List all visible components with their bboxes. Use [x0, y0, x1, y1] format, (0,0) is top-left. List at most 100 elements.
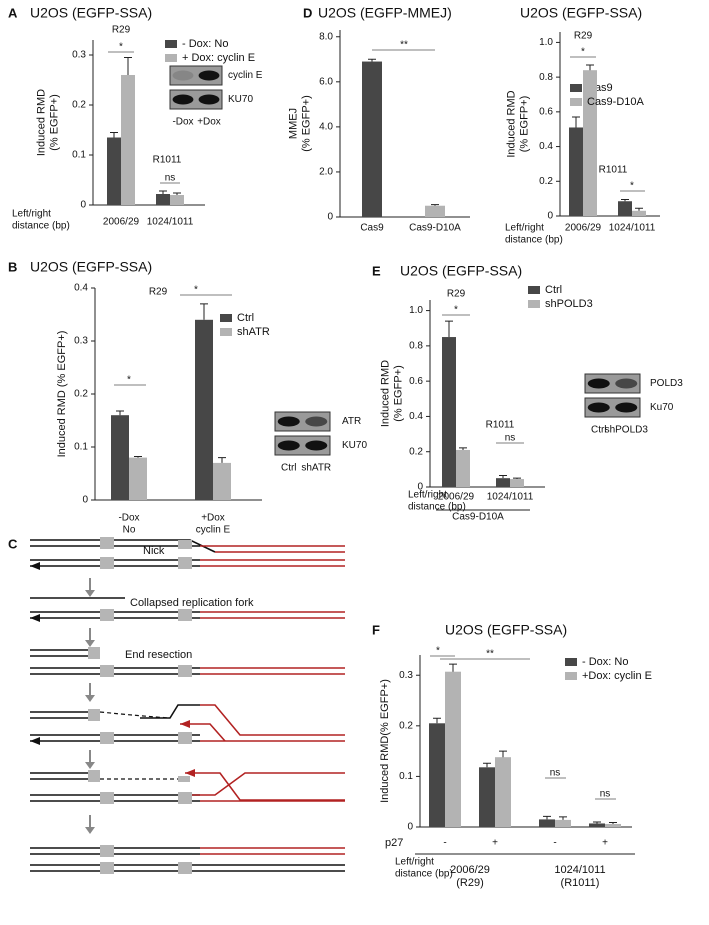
- bar: [539, 819, 555, 827]
- blot-band: [172, 70, 194, 81]
- legend-swatch: [220, 328, 232, 336]
- y-tick-label: 0.2: [74, 389, 88, 400]
- legend-label: shATR: [237, 326, 270, 338]
- annotation: R1011: [153, 155, 182, 166]
- blot-label: Ku70: [650, 402, 674, 413]
- x-axis-label: distance (bp): [505, 235, 563, 246]
- panel-letter: C: [8, 536, 18, 551]
- x-tick-label: +Dox: [201, 513, 225, 524]
- bar: [605, 823, 621, 827]
- chart-title: U2OS (EGFP-SSA): [400, 263, 522, 279]
- legend-swatch: [565, 672, 577, 680]
- annotation: ns: [600, 789, 611, 800]
- y-tick-label: 1.0: [409, 305, 423, 316]
- red-strands: [180, 545, 345, 855]
- repeat-boxes: [88, 537, 192, 874]
- annotation: *: [630, 181, 634, 192]
- y-tick-label: 4.0: [319, 122, 333, 133]
- y-tick-label: 0.1: [399, 771, 413, 782]
- blot-band: [587, 402, 610, 413]
- error-bar: [513, 477, 521, 480]
- bar: [569, 127, 583, 216]
- x-tick-label: -Dox: [118, 513, 139, 524]
- blot-label: cyclin E: [228, 70, 263, 81]
- footnote: Cas9-D10A: [452, 512, 504, 523]
- x-tick-label: -: [553, 838, 556, 849]
- blot-band: [615, 402, 638, 413]
- bar: [121, 75, 135, 205]
- error-bar: [159, 190, 167, 194]
- blot-label: ATR: [342, 416, 361, 427]
- legend-label: Cas9-D10A: [587, 96, 645, 108]
- annotation: *: [119, 42, 123, 53]
- group-sublabel: (R29): [456, 877, 484, 889]
- error-bar: [543, 815, 551, 820]
- annotation: *: [454, 305, 458, 316]
- x-axis-label: Left/right: [12, 209, 51, 220]
- group-label: 2006/29: [450, 864, 490, 876]
- y-axis-label: (% EGFP+): [392, 365, 404, 422]
- bar: [618, 201, 632, 216]
- error-bar: [200, 303, 208, 320]
- y-tick-label: 0.1: [72, 150, 86, 161]
- x-axis-label: distance (bp): [395, 869, 453, 880]
- error-bar: [635, 207, 643, 211]
- y-tick-label: 0.4: [539, 141, 553, 152]
- legend-swatch: [570, 98, 582, 106]
- y-tick-label: 0.6: [539, 106, 553, 117]
- error-bar: [218, 457, 226, 463]
- bar: [213, 462, 231, 500]
- x-tick-label: 2006/29: [103, 217, 140, 228]
- y-axis-label: (% EGFP+): [300, 95, 312, 152]
- annotation: R29: [574, 31, 593, 42]
- error-bar: [124, 57, 132, 75]
- y-tick-label: 0.2: [72, 100, 86, 111]
- y-tick-label: 0.2: [539, 176, 553, 187]
- x-axis-label: Left/right: [395, 857, 434, 868]
- y-tick-label: 0.2: [409, 446, 423, 457]
- x-tick-label: +: [602, 838, 608, 849]
- error-bar: [483, 762, 491, 768]
- bar: [555, 819, 571, 827]
- y-tick-label: 6.0: [319, 76, 333, 87]
- legend-swatch: [165, 40, 177, 48]
- legend-label: +Dox: cyclin E: [582, 670, 652, 682]
- error-bar: [431, 204, 439, 206]
- step-label: Collapsed replication fork: [130, 597, 254, 609]
- x-axis-label: distance (bp): [12, 221, 70, 232]
- annotation: *: [581, 47, 585, 58]
- panel-letter: F: [372, 622, 380, 637]
- blot-label: POLD3: [650, 378, 683, 389]
- y-axis-label: Induced RMD: [379, 360, 391, 427]
- legend-label: Ctrl: [545, 284, 562, 296]
- error-bar: [449, 663, 457, 672]
- blot-lane-label: -Dox: [172, 117, 193, 128]
- bar: [170, 195, 184, 205]
- bar: [632, 210, 646, 216]
- blot-band: [277, 416, 300, 427]
- x-tick-label: +: [492, 838, 498, 849]
- y-tick-label: 0.3: [399, 670, 413, 681]
- y-tick-label: 0.3: [74, 336, 88, 347]
- annotation: *: [436, 646, 440, 657]
- step-label: Nick: [143, 545, 165, 557]
- y-axis-label: MMEJ: [287, 108, 299, 139]
- blot-band: [587, 378, 610, 389]
- y-tick-label: 0: [417, 482, 423, 493]
- blot-label: KU70: [228, 94, 253, 105]
- blot-band: [615, 378, 638, 389]
- bar: [129, 457, 147, 500]
- y-tick-label: 0.8: [539, 72, 553, 83]
- bar: [425, 205, 445, 217]
- error-bar: [499, 750, 507, 758]
- y-tick-label: 0.6: [409, 376, 423, 387]
- chart-title: U2OS (EGFP-SSA): [30, 259, 152, 275]
- annotation: R29: [447, 289, 466, 300]
- annotation: ns: [550, 768, 561, 779]
- bar: [589, 823, 605, 827]
- annotation: *: [194, 285, 198, 296]
- x-tick-label: 2006/29: [565, 223, 602, 234]
- legend-swatch: [165, 54, 177, 62]
- chart-title: U2OS (EGFP-SSA): [520, 5, 642, 21]
